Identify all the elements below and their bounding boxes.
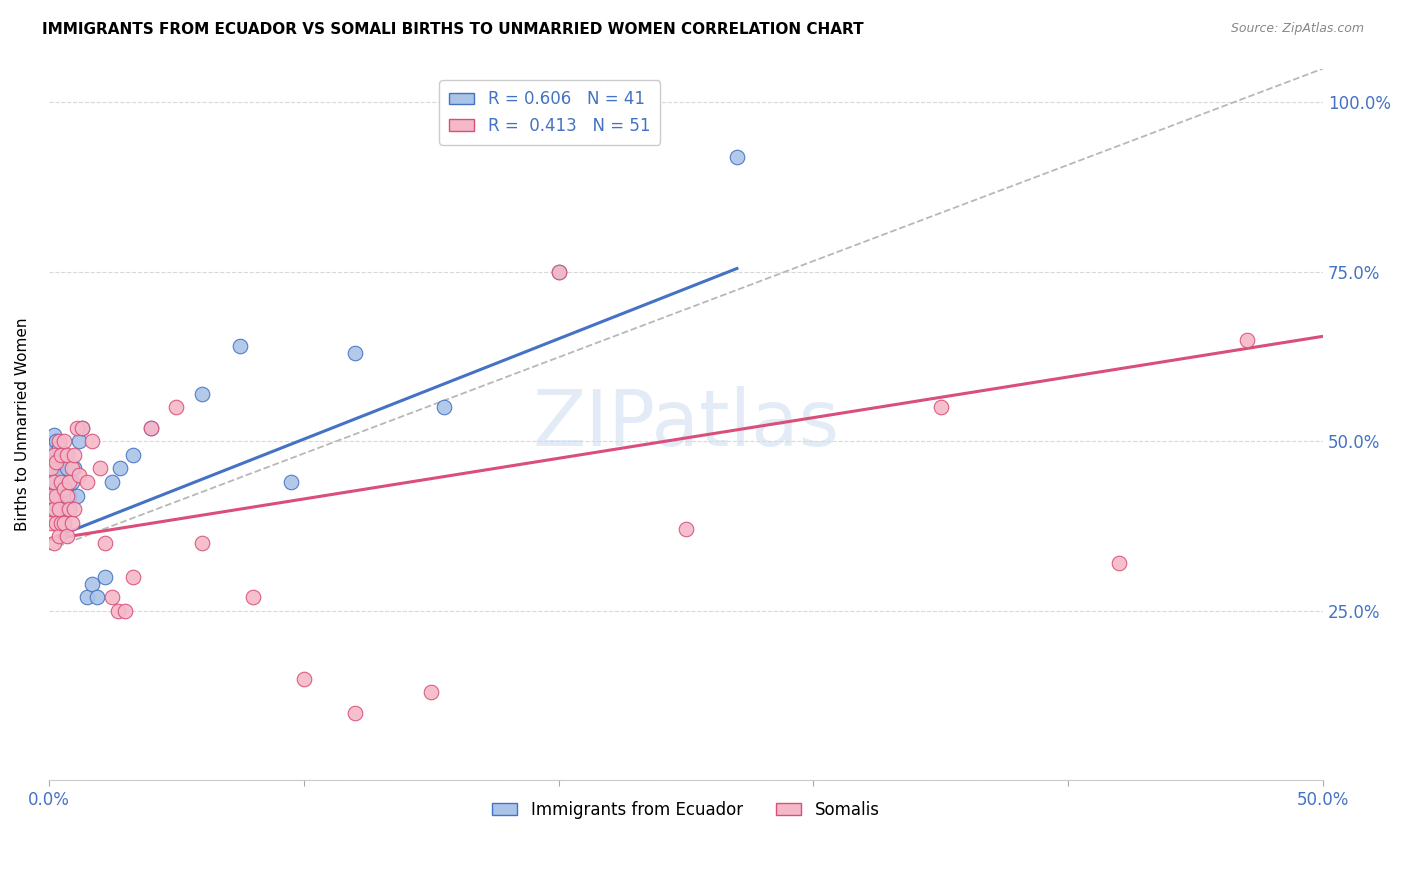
Point [76,475,98,489]
Point [55,461,77,475]
Point [86,591,108,605]
Point [48,529,70,543]
Point [55,448,77,462]
Point [53,434,76,449]
Point [101,591,124,605]
Point [63,448,86,462]
Point [58,489,80,503]
Point [53,482,76,496]
Point [39,448,62,462]
Point [121,570,143,584]
Point [48,502,70,516]
Point [45,489,67,503]
Point [343,706,366,720]
Point [94,536,117,550]
Point [42,461,65,475]
Point [51,516,73,530]
Point [114,604,136,618]
Point [280,475,302,489]
Point [39,502,62,516]
Point [547,265,569,279]
Point [1108,557,1130,571]
Point [725,150,748,164]
Point [53,475,76,489]
Point [45,482,67,496]
Point [433,401,456,415]
Point [89,461,111,475]
Point [60,461,83,475]
Point [94,570,117,584]
Point [48,441,70,455]
Point [63,502,86,516]
Point [929,401,952,415]
Point [70,421,93,435]
Point [51,475,73,489]
Point [60,516,83,530]
Point [107,604,129,618]
Point [39,475,62,489]
Point [80,434,103,449]
Point [292,672,315,686]
Point [58,475,80,489]
Point [675,523,697,537]
Point [58,502,80,516]
Point [547,265,569,279]
Point [42,502,65,516]
Point [80,576,103,591]
Point [70,421,93,435]
Point [51,482,73,496]
Point [53,516,76,530]
Point [139,421,162,435]
Point [165,401,187,415]
Point [42,427,65,442]
Point [101,475,124,489]
Point [67,468,90,483]
Point [39,516,62,530]
Point [39,461,62,475]
Point [343,346,366,360]
Point [66,489,89,503]
Text: Source: ZipAtlas.com: Source: ZipAtlas.com [1230,22,1364,36]
Point [51,516,73,530]
Point [51,448,73,462]
Legend: Immigrants from Ecuador, Somalis: Immigrants from Ecuador, Somalis [485,794,886,825]
Point [67,434,90,449]
Point [121,448,143,462]
Point [242,591,264,605]
Point [53,448,76,462]
Point [45,434,67,449]
Point [55,529,77,543]
Point [48,468,70,483]
Point [42,489,65,503]
Point [60,475,83,489]
Point [42,441,65,455]
Text: ZIPatlas: ZIPatlas [533,386,839,462]
Point [42,475,65,489]
Point [42,536,65,550]
Point [45,516,67,530]
Point [48,495,70,509]
Point [190,536,212,550]
Point [139,421,162,435]
Point [1236,333,1258,347]
Point [51,455,73,469]
Point [66,421,89,435]
Point [48,434,70,449]
Point [420,685,443,699]
Point [45,455,67,469]
Point [63,461,86,475]
Point [55,502,77,516]
Point [45,455,67,469]
Point [229,339,252,353]
Point [76,591,98,605]
Point [108,461,131,475]
Point [55,489,77,503]
Point [39,489,62,503]
Point [190,387,212,401]
Text: IMMIGRANTS FROM ECUADOR VS SOMALI BIRTHS TO UNMARRIED WOMEN CORRELATION CHART: IMMIGRANTS FROM ECUADOR VS SOMALI BIRTHS… [42,22,863,37]
Point [42,448,65,462]
Y-axis label: Births to Unmarried Women: Births to Unmarried Women [15,318,30,531]
